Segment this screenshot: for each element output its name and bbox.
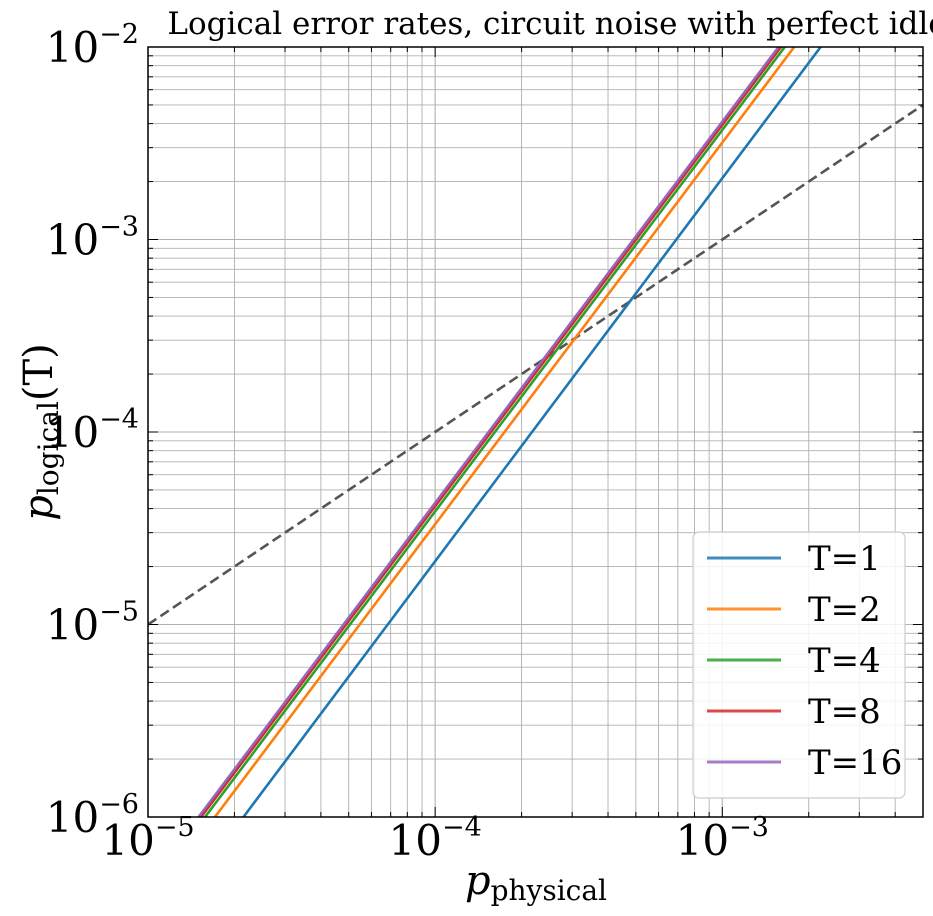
legend: T=1 T=2 T=4 T=8 T=16 (692, 531, 906, 799)
legend-label: T=1 (808, 539, 881, 579)
series-line-t-1 (242, 47, 822, 817)
y-axis-label-argument: (T) (16, 343, 62, 401)
y-tick-label: 10−4 (46, 404, 139, 457)
x-tick-label: 10−4 (389, 812, 482, 865)
legend-label: T=2 (808, 590, 881, 630)
tick-marks (147, 46, 924, 818)
y-tick-label: 10−3 (46, 212, 139, 265)
series-line-t-8 (199, 47, 782, 817)
y-axis-label: plogical(T) (16, 343, 65, 521)
x-axis-label: pphysical (465, 858, 607, 907)
y-tick-label: 10−2 (46, 19, 139, 72)
x-tick-label: 10−5 (101, 812, 194, 865)
y-tick-label: 10−5 (46, 597, 139, 650)
y-tick-label: 10−6 (46, 789, 139, 842)
series-line-t-2 (213, 47, 796, 817)
svg-text:plogical(T): plogical(T) (16, 343, 65, 521)
x-axis-label-subscript: physical (491, 874, 607, 907)
reference-line-dashed (148, 103, 923, 626)
tick-labels: 10−5 10−4 10−310−610−510−410−310−2 (46, 19, 769, 865)
svg-text:pphysical: pphysical (465, 858, 607, 907)
series-line-t-4 (204, 47, 786, 817)
series-line-t-16 (197, 47, 780, 817)
x-tick-label: 10−3 (676, 812, 769, 865)
legend-label: T=4 (808, 641, 881, 681)
chart-title: Logical error rates, circuit noise with … (167, 6, 933, 42)
x-axis-label-symbol: p (465, 858, 491, 904)
legend-label: T=8 (808, 692, 881, 732)
y-axis-label-symbol: p (16, 495, 62, 521)
y-axis-label-subscript: logical (32, 401, 65, 495)
series-layer (148, 47, 923, 817)
legend-label: T=16 (808, 743, 902, 783)
legend-box (692, 531, 906, 799)
